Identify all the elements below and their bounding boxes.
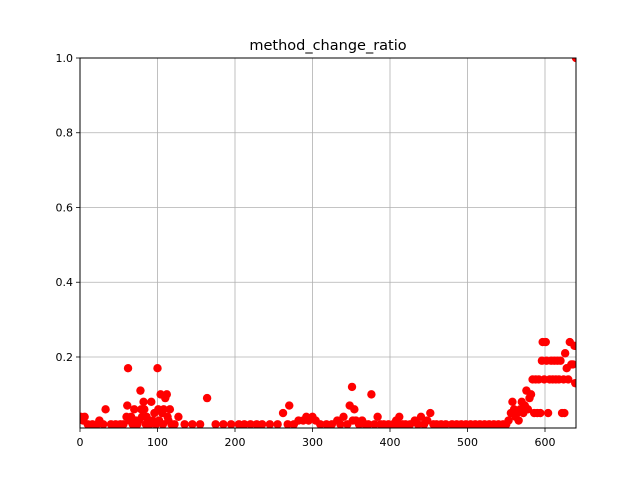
data-point (140, 405, 149, 414)
data-points (80, 58, 576, 428)
data-point (159, 405, 168, 414)
plot-frame (79, 57, 577, 429)
data-point (423, 416, 432, 425)
data-point (543, 408, 553, 418)
data-point (285, 401, 294, 410)
data-point (123, 364, 133, 373)
data-point (257, 420, 267, 428)
x-tick-label: 0 (77, 436, 84, 449)
data-point (339, 412, 348, 421)
y-tick-label: 0.2 (56, 351, 74, 364)
data-point (514, 416, 523, 425)
chart-title: method_change_ratio (249, 38, 406, 54)
x-tick-label: 500 (457, 436, 478, 449)
data-point (101, 405, 110, 414)
y-tick-label: 0.4 (56, 276, 74, 289)
data-point (170, 420, 179, 428)
data-point (195, 420, 205, 428)
data-point (560, 349, 570, 358)
data-point (211, 420, 220, 428)
data-point (136, 386, 145, 395)
x-tick-label: 300 (302, 436, 323, 449)
data-point (240, 420, 249, 428)
data-point (441, 420, 450, 428)
data-point (153, 364, 162, 373)
data-point (188, 420, 197, 428)
data-point (174, 412, 183, 421)
y-tick-label: 1.0 (56, 52, 74, 65)
data-point (147, 397, 156, 407)
data-point (350, 405, 359, 414)
data-point (80, 412, 89, 421)
data-point (413, 420, 423, 428)
data-point (560, 408, 569, 418)
data-point (265, 420, 275, 428)
axis-ticks: 0 100 200 300 400 500 600 0.2 0.4 0.6 0.8 1.0 (56, 52, 556, 449)
data-point (564, 375, 573, 384)
data-point (162, 390, 171, 399)
data-point (395, 412, 404, 421)
data-point (571, 58, 576, 63)
data-point (139, 397, 148, 407)
data-point (316, 420, 325, 428)
data-point (526, 390, 536, 399)
data-point (119, 420, 128, 428)
data-point (541, 337, 550, 347)
data-point (523, 405, 533, 414)
x-tick-label: 400 (380, 436, 401, 449)
data-point (219, 420, 228, 428)
data-point (165, 405, 175, 414)
data-point (273, 420, 282, 428)
y-tick-label: 0.8 (56, 127, 74, 140)
data-point (370, 420, 379, 428)
data-point (278, 408, 288, 418)
x-tick-label: 600 (535, 436, 556, 449)
data-point (347, 382, 357, 392)
data-point (504, 416, 513, 425)
data-point (336, 420, 345, 428)
data-point (416, 412, 426, 421)
data-point (202, 393, 212, 403)
data-point (571, 378, 576, 388)
y-tick-label: 0.6 (56, 201, 74, 214)
data-point (246, 420, 255, 428)
data-point (99, 420, 108, 428)
data-point (426, 408, 435, 418)
data-point (508, 397, 517, 407)
data-point (364, 420, 373, 428)
data-point (130, 405, 139, 414)
data-point (367, 390, 376, 399)
data-point (226, 420, 236, 428)
data-point (283, 420, 292, 428)
data-point (373, 412, 382, 421)
data-point (536, 408, 545, 418)
x-tick-label: 100 (147, 436, 168, 449)
data-point (568, 360, 576, 369)
data-point (180, 420, 189, 428)
data-point (570, 341, 576, 350)
data-point (556, 356, 565, 365)
x-tick-label: 200 (225, 436, 246, 449)
data-point (123, 401, 132, 410)
